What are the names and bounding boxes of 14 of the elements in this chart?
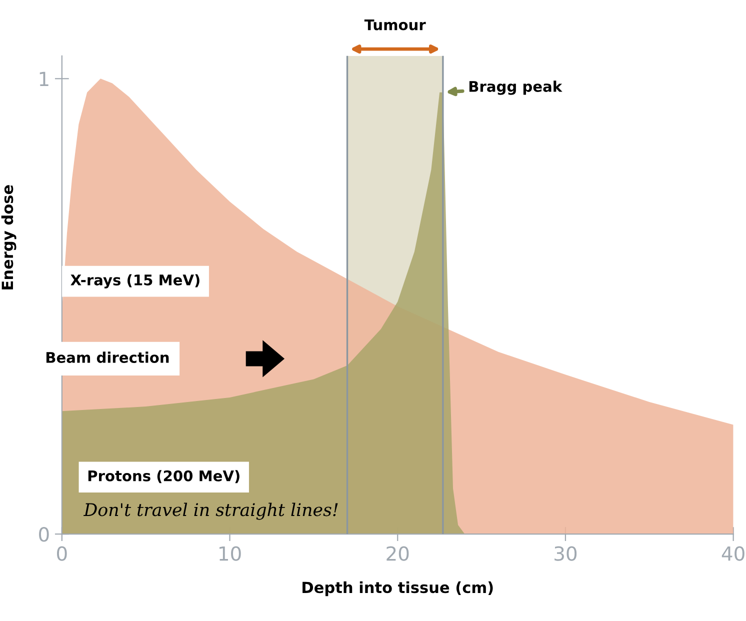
band-label: Tumour [364, 19, 426, 30]
x-tick-label: 10 [220, 546, 241, 561]
annotation: Bragg peak [469, 80, 562, 95]
y-tick-label: 1 [40, 72, 48, 86]
x-tick-label: 30 [554, 546, 577, 561]
series-label: X-rays (15 MeV) [70, 274, 200, 288]
x-tick-label: 0 [57, 546, 67, 561]
x-tick-label: 40 [722, 546, 744, 561]
y-axis-title: Energy dose [1, 185, 16, 290]
series-label: Protons (200 MeV) [88, 470, 240, 484]
x-axis-title: Depth into tissue (cm) [302, 581, 493, 596]
x-tick-label: 20 [386, 546, 409, 561]
annotation: Don't travel in straight lines! [83, 502, 338, 520]
annotation: Beam direction [46, 352, 169, 363]
